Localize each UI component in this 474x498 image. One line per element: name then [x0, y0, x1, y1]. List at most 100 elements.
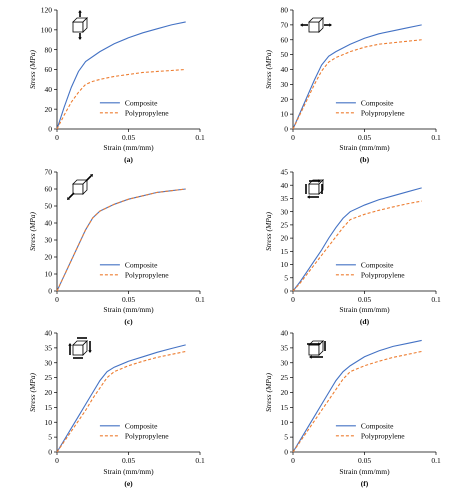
arrow-head — [307, 195, 310, 199]
y-tick-label: 45 — [281, 168, 289, 177]
cube-side-face — [82, 340, 88, 356]
x-tick-label: 0 — [291, 133, 295, 142]
chart-panel-c: 0 10 20 30 40 50 60 70 0 0.05 0.1 Strain (mm/mm) Str… — [28, 168, 205, 326]
y-tick-label: 35 — [45, 343, 53, 352]
y-axis-label: Stress (MPa) — [264, 211, 273, 251]
legend-label-composite: Composite — [361, 98, 394, 107]
y-tick-label: 20 — [45, 253, 53, 262]
y-tick-label: 80 — [281, 6, 289, 15]
cube-front-face — [308, 183, 320, 195]
y-tick-label: 15 — [281, 247, 289, 256]
x-tick-label: 0.1 — [195, 456, 205, 465]
legend-label-polypropylene: Polypropylene — [361, 108, 405, 117]
y-tick-label: 10 — [45, 270, 53, 279]
x-tick-label: 0.05 — [122, 133, 135, 142]
series-line-composite — [292, 24, 422, 130]
x-tick-label: 0.05 — [358, 133, 371, 142]
legend-label-composite: Composite — [125, 260, 158, 269]
cube-shear-top-icon — [307, 340, 326, 359]
panel-label: (f) — [361, 479, 369, 488]
chart-panel-f: 0 5 10 15 20 25 30 35 40 0 0.05 0.1 Strain (mm/mm) St… — [264, 329, 441, 488]
arrow-head — [88, 350, 92, 353]
cube-front-face — [72, 21, 84, 33]
y-tick-label: 10 — [281, 110, 289, 119]
cube-arrow-diagonal-icon — [67, 174, 93, 200]
legend-label-polypropylene: Polypropylene — [361, 431, 405, 440]
y-axis-label: Stress (MPa) — [264, 372, 273, 412]
series-line-polypropylene — [56, 188, 186, 292]
panel-label: (b) — [360, 155, 370, 164]
y-tick-label: 10 — [281, 260, 289, 269]
y-tick-label: 25 — [281, 373, 289, 382]
y-tick-label: 0 — [48, 125, 52, 134]
legend-label-composite: Composite — [361, 421, 394, 430]
arrow-head — [318, 179, 321, 183]
x-axis-label: Strain (mm/mm) — [103, 305, 154, 314]
y-tick-label: 100 — [41, 25, 53, 34]
y-tick-label: 30 — [281, 207, 289, 216]
y-tick-label: 30 — [45, 236, 53, 245]
x-axis-label: Strain (mm/mm) — [339, 467, 390, 476]
arrow-head — [68, 343, 72, 346]
y-tick-label: 10 — [45, 418, 53, 427]
y-tick-label: 20 — [45, 105, 53, 114]
arrow-head — [329, 23, 332, 27]
y-tick-label: 25 — [45, 373, 53, 382]
y-tick-label: 35 — [281, 194, 289, 203]
y-tick-label: 40 — [281, 329, 289, 338]
y-axis-label: Stress (MPa) — [264, 49, 273, 89]
cube-front-face — [72, 344, 84, 356]
y-tick-label: 15 — [281, 403, 289, 412]
y-tick-label: 30 — [281, 80, 289, 89]
series-line-polypropylene — [56, 68, 186, 130]
y-tick-label: 25 — [281, 220, 289, 229]
y-tick-label: 5 — [284, 273, 288, 282]
y-tick-label: 60 — [281, 35, 289, 44]
chart-panel-e: 0 5 10 15 20 25 30 35 40 0 0.05 0.1 Strain (mm/mm) St… — [28, 329, 205, 488]
cube-front-face — [308, 21, 320, 33]
x-tick-label: 0 — [55, 295, 59, 304]
x-tick-label: 0.1 — [431, 295, 441, 304]
x-tick-label: 0.05 — [358, 295, 371, 304]
series-line-polypropylene — [292, 200, 422, 292]
y-axis-label: Stress (MPa) — [28, 211, 37, 251]
y-tick-label: 70 — [281, 20, 289, 29]
y-axis-label: Stress (MPa) — [28, 372, 37, 412]
cube-shear-front-icon — [305, 179, 324, 199]
x-tick-label: 0.1 — [431, 133, 441, 142]
cube-arrow-horizontal-icon — [300, 17, 332, 33]
y-tick-label: 20 — [281, 234, 289, 243]
panel-label: (a) — [124, 155, 133, 164]
legend-label-composite: Composite — [125, 421, 158, 430]
x-axis-label: Strain (mm/mm) — [103, 143, 154, 152]
series-line-composite — [56, 21, 186, 130]
series-line-composite — [292, 339, 422, 453]
x-tick-label: 0 — [291, 295, 295, 304]
cube-front-face — [308, 344, 320, 356]
arrow-shaft — [85, 175, 92, 182]
y-tick-label: 80 — [45, 45, 53, 54]
series-line-polypropylene — [292, 350, 422, 453]
y-tick-label: 20 — [281, 95, 289, 104]
y-tick-label: 40 — [45, 329, 53, 338]
y-tick-label: 40 — [45, 85, 53, 94]
cube-front-face — [72, 183, 84, 195]
y-tick-label: 35 — [281, 343, 289, 352]
y-tick-label: 20 — [281, 388, 289, 397]
x-tick-label: 0 — [291, 456, 295, 465]
y-tick-label: 60 — [45, 65, 53, 74]
y-tick-label: 70 — [45, 168, 53, 177]
y-tick-label: 5 — [48, 433, 52, 442]
x-tick-label: 0.05 — [122, 295, 135, 304]
chart-panel-b: 0 10 20 30 40 50 60 70 80 0 0.05 0.1 Strain (mm/mm) S… — [264, 6, 441, 164]
arrow-head — [67, 196, 71, 200]
y-tick-label: 0 — [48, 287, 52, 296]
chart-panel-d: 0 5 10 15 20 25 30 35 40 45 0 0.05 0.1 Strain (mm/mm)… — [264, 168, 441, 326]
cube-arrow-vertical-icon — [72, 10, 88, 40]
y-tick-label: 0 — [48, 448, 52, 457]
y-tick-label: 40 — [281, 65, 289, 74]
cube-shear-side-icon — [68, 337, 92, 359]
panel-label: (d) — [360, 317, 370, 326]
arrow-head — [89, 174, 93, 178]
y-tick-label: 40 — [45, 219, 53, 228]
